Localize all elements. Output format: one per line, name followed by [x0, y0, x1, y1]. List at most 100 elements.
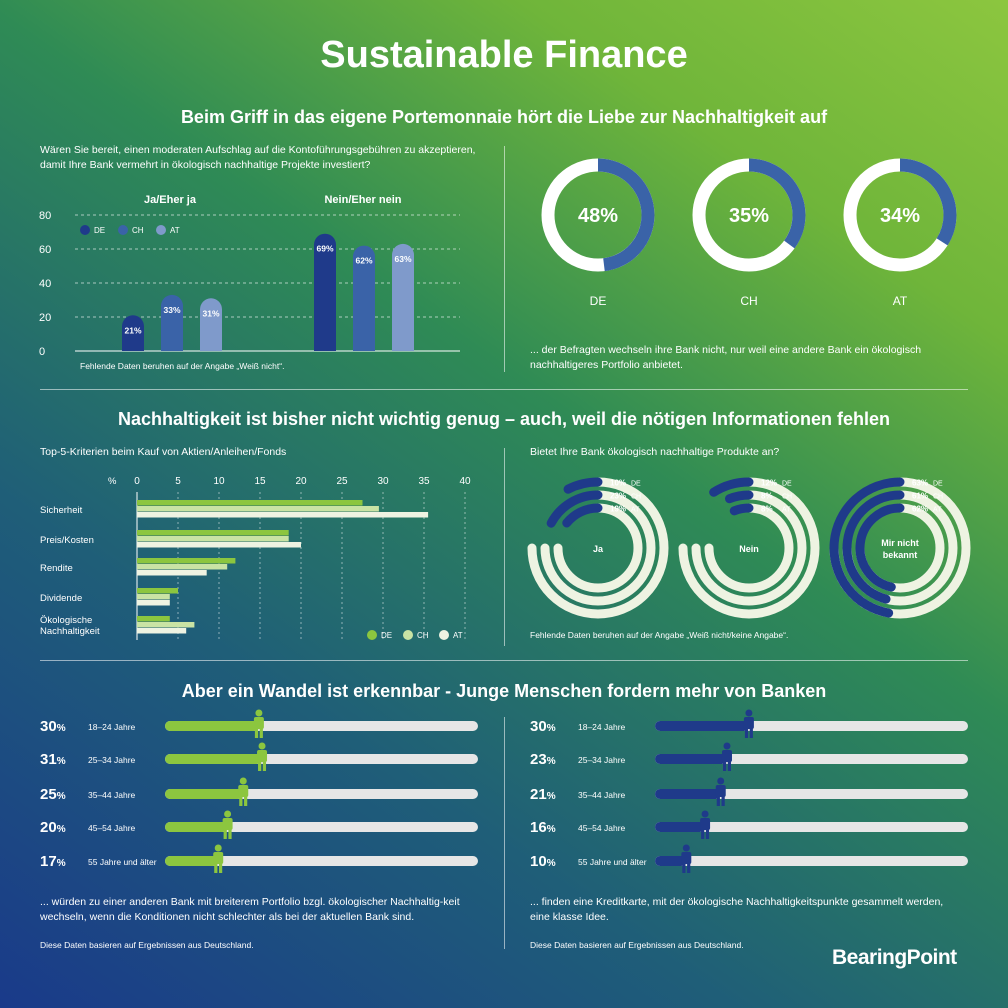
arc-group-label: Ja [593, 544, 604, 554]
bar-ch [161, 294, 183, 351]
person-head [701, 810, 709, 818]
source-note-right: Diese Daten basieren auf Ergebnissen aus… [530, 940, 744, 950]
bar-at [137, 512, 429, 518]
arc-country-label: CH [933, 494, 943, 501]
person-body [253, 717, 264, 729]
bar-value-label: 62% [355, 256, 372, 266]
person-head [745, 709, 753, 717]
bank-footnote: Fehlende Daten beruhen auf der Angabe „W… [530, 630, 789, 640]
percent-value-label: 17% [40, 853, 66, 870]
bar-value-label: 69% [316, 244, 333, 254]
x-tick-label: 10 [213, 476, 225, 487]
donut-segment-ch [692, 158, 806, 272]
section1-question: Wären Sie bereit, einen moderaten Aufsch… [40, 144, 476, 171]
arc-value-ch [546, 490, 603, 528]
bar-ch [353, 245, 375, 351]
person-leg [239, 796, 243, 806]
legend-label-de: DE [381, 631, 392, 640]
percent-value-label: 30% [530, 718, 556, 735]
person-icon [213, 844, 224, 873]
y-tick-label: 20 [39, 312, 51, 324]
arc-value-label: 23% [610, 492, 626, 501]
bar-ch [137, 564, 228, 570]
arc-track [527, 477, 669, 619]
person-icon [721, 742, 732, 771]
bar-ch [137, 536, 289, 542]
x-tick-label: 0 [134, 476, 140, 487]
bar-at [137, 542, 301, 548]
person-leg [259, 728, 263, 738]
divider-2 [40, 660, 968, 661]
bar-at [392, 243, 414, 351]
arc-track [691, 490, 807, 606]
bar-value-label: 33% [163, 305, 180, 315]
percent-value-label: 30% [40, 718, 66, 735]
age-group-label: 35–44 Jahre [578, 790, 626, 800]
age-group-label: 25–34 Jahre [88, 755, 136, 765]
arc-value-label: 10% [610, 479, 626, 488]
person-leg [687, 863, 691, 873]
slider-fill [655, 754, 727, 764]
donut-value-label: 34% [880, 205, 920, 227]
section2-heading: Nachhaltigkeit ist bisher nicht wichtig … [117, 409, 891, 429]
person-leg [214, 863, 218, 873]
arc-country-label: AT [933, 507, 942, 514]
bar-ch [137, 594, 170, 600]
legend-swatch-ch [118, 225, 128, 235]
percent-value-label: 25% [40, 786, 66, 803]
divider-1 [40, 389, 968, 390]
person-leg [254, 728, 259, 738]
switch-bank-note: ... würden zu einer anderen Bank mit bre… [40, 896, 460, 923]
legend-label-ch: CH [132, 226, 144, 235]
slider-fill [165, 856, 219, 866]
section1-divider [504, 146, 505, 372]
person-body [238, 785, 249, 797]
percent-value-label: 10% [530, 853, 556, 870]
person-icon [257, 742, 268, 771]
legend-label-at: AT [453, 631, 463, 640]
arc-country-label: AT [782, 507, 791, 514]
source-note-left: Diese Daten basieren auf Ergebnissen aus… [40, 940, 254, 950]
percent-value-label: 20% [40, 819, 66, 836]
x-tick-label: 35 [418, 476, 430, 487]
credit-card-slider-chart: 30% 18–24 Jahre 23% 25–34 Jahre 21% 35–44 Jah… [530, 709, 968, 873]
slider-track [655, 789, 968, 799]
age-group-label: 55 Jahre und älter [578, 857, 647, 867]
arc-value-de [829, 477, 905, 618]
person-icon [715, 777, 726, 806]
person-leg [727, 761, 731, 771]
bar-de [314, 233, 336, 351]
arc-value-ch [724, 490, 754, 504]
bar-ch [137, 506, 379, 512]
bar-de [137, 616, 170, 622]
person-leg [716, 796, 720, 806]
person-leg [682, 863, 686, 873]
person-leg [749, 728, 753, 738]
person-icon [681, 844, 692, 873]
slider-fill [655, 856, 687, 866]
person-icon [700, 810, 711, 839]
y-tick-label: 60 [39, 244, 51, 256]
donut-segment-de [541, 158, 655, 272]
arc-value-label: 61% [912, 492, 928, 501]
bar-de [137, 588, 178, 594]
yes-no-bar-chart: 0 20 40 60 80 Ja/Eher ja Nein/Eher nein DE CH… [39, 194, 460, 358]
x-tick-label: 25 [336, 476, 348, 487]
person-body [213, 852, 224, 864]
y-tick-label: 40 [39, 278, 51, 290]
donut-note: ... der Befragten wechseln ihre Bank nic… [530, 344, 922, 371]
person-leg [244, 796, 248, 806]
criteria-label: Dividende [40, 593, 82, 604]
person-head [214, 844, 222, 852]
bearingpoint-logo: BearingPoint [832, 946, 957, 969]
person-icon [222, 810, 233, 839]
group-label-no: Nein/Eher nein [324, 194, 401, 206]
arc-value-label: 19% [610, 505, 626, 514]
y-tick-label: 0 [39, 346, 45, 358]
arc-value-de [709, 477, 754, 497]
criteria-title: Top-5-Kriterien beim Kauf von Aktien/Anl… [40, 446, 287, 458]
legend-label-de: DE [94, 226, 105, 235]
person-icon [743, 709, 754, 738]
person-body [257, 750, 268, 762]
arc-value-at [855, 503, 905, 592]
